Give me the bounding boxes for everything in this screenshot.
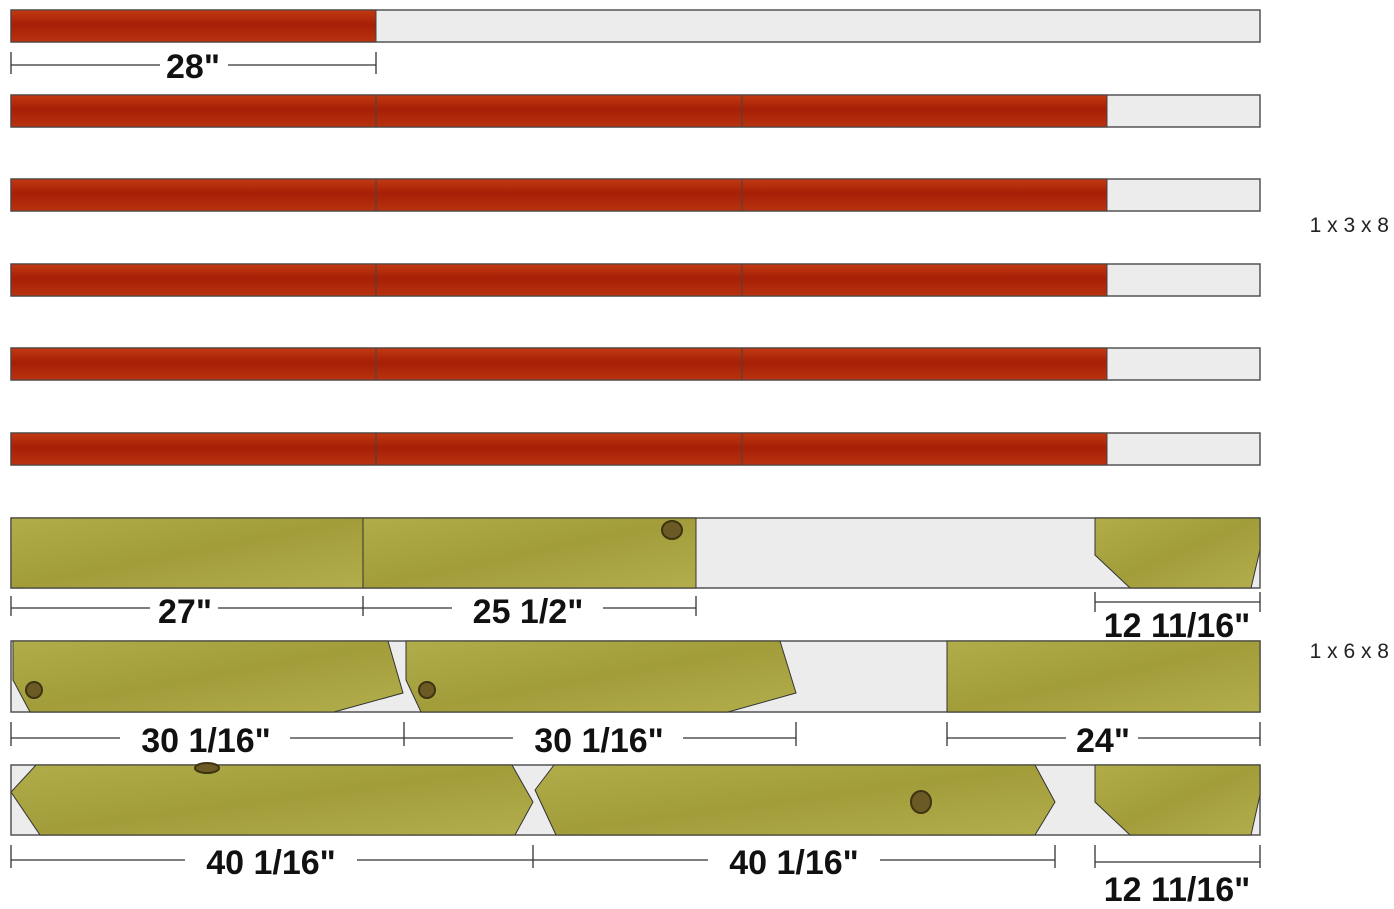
board-1x6-1 bbox=[10, 517, 1261, 589]
dimension-label-28: 28" bbox=[166, 48, 220, 86]
dimension-label-40-1-16-a: 40 1/16" bbox=[206, 844, 336, 882]
board-1x3-6 bbox=[10, 432, 1261, 466]
dimension-label-25-1-2: 25 1/2" bbox=[473, 593, 584, 631]
board-1x6-2 bbox=[10, 640, 1261, 713]
dimension-label-30-1-16-a: 30 1/16" bbox=[141, 722, 271, 760]
board-1x3-2 bbox=[10, 94, 1261, 128]
knot-icon bbox=[661, 520, 683, 540]
pine-piece-25-1-2 bbox=[362, 517, 697, 589]
pine-piece-40-1-16-b bbox=[534, 764, 1056, 836]
cedar-piece-28 bbox=[10, 9, 377, 43]
dimension-label-12-11-16-b: 12 11/16" bbox=[1104, 871, 1251, 909]
lumber-label-1x3x8: 1 x 3 x 8 bbox=[1310, 214, 1389, 237]
knot-icon bbox=[25, 681, 43, 699]
dimension-row-1x6-2 bbox=[10, 722, 1261, 746]
pine-piece-30-1-16-b bbox=[405, 640, 797, 713]
dimension-28 bbox=[10, 52, 377, 74]
lumber-label-1x6x8: 1 x 6 x 8 bbox=[1310, 640, 1389, 663]
pine-piece-30-1-16-a bbox=[12, 640, 404, 713]
dimension-label-30-1-16-b: 30 1/16" bbox=[534, 722, 664, 760]
board-1x3-3 bbox=[10, 178, 1261, 212]
pine-piece-12-11-16 bbox=[1094, 517, 1261, 589]
board-1x3-4 bbox=[10, 263, 1261, 297]
knot-icon bbox=[910, 790, 932, 814]
dimension-label-27: 27" bbox=[158, 593, 212, 631]
dimension-row-1x6-3 bbox=[10, 845, 1261, 868]
pine-piece-27 bbox=[10, 517, 364, 589]
pine-piece-12-11-16-b bbox=[1094, 764, 1261, 836]
board-1x6-3 bbox=[10, 762, 1261, 836]
pine-piece-24 bbox=[946, 640, 1261, 713]
knot-icon bbox=[418, 681, 436, 699]
dimension-label-24: 24" bbox=[1076, 722, 1130, 760]
dimension-label-40-1-16-b: 40 1/16" bbox=[729, 844, 859, 882]
knot-icon bbox=[194, 762, 220, 774]
pine-piece-40-1-16-a bbox=[10, 764, 534, 836]
board-1x3-5 bbox=[10, 347, 1261, 381]
dimension-label-12-11-16-a: 12 11/16" bbox=[1104, 607, 1251, 645]
board-1x3-1 bbox=[10, 9, 1261, 43]
dimension-row-1x6-1 bbox=[10, 592, 1261, 616]
